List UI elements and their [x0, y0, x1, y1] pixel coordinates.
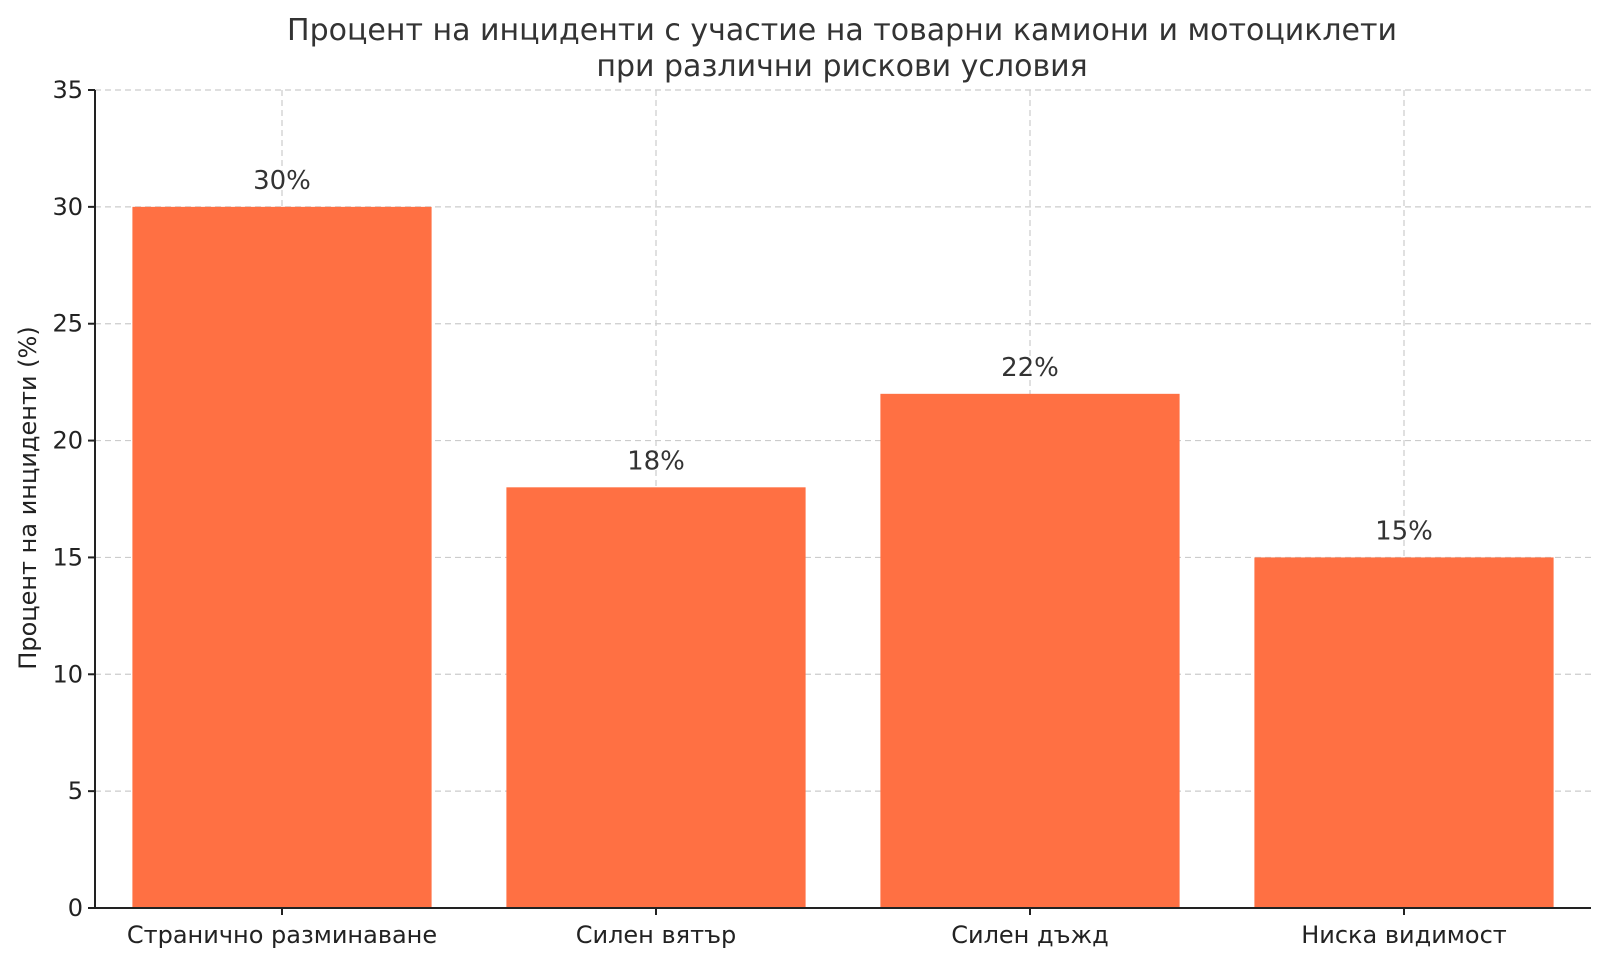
y-tick-label: 30: [52, 193, 83, 221]
chart-title-line-2: при различни рискови условия: [596, 49, 1087, 84]
bar: [132, 206, 432, 908]
tick-layer: 0 5 10 15 20 25 30 35 Странично разминаване Силен…: [52, 76, 1506, 949]
y-tick-label: 35: [52, 76, 83, 104]
y-axis-label: Процент на инциденти (%): [14, 326, 42, 669]
bar-data-label: 15%: [1375, 516, 1433, 546]
chart-title: Процент на инциденти с участие на товарн…: [287, 13, 1397, 84]
y-tick-label: 25: [52, 310, 83, 338]
y-tick-label: 5: [68, 777, 83, 805]
y-tick-label: 0: [68, 894, 83, 922]
bar: [880, 393, 1180, 908]
bar-layer: [132, 206, 1554, 908]
y-tick-label: 10: [52, 660, 83, 688]
x-tick-label: Силен дъжд: [951, 921, 1109, 949]
bar: [506, 487, 806, 908]
bar-data-label: 30%: [253, 166, 311, 196]
y-tick-label: 15: [52, 543, 83, 571]
axis-layer: [94, 90, 1591, 909]
x-tick-label: Силен вятър: [576, 921, 737, 949]
label-layer: 30% 18% 22% 15%: [253, 166, 1433, 547]
chart-title-line-1: Процент на инциденти с участие на товарн…: [287, 13, 1397, 48]
bar-data-label: 22%: [1001, 353, 1059, 383]
bar: [1254, 557, 1554, 908]
y-tick-label: 20: [52, 427, 83, 455]
x-tick-label: Ниска видимост: [1301, 921, 1507, 949]
x-tick-label: Странично разминаване: [127, 921, 437, 949]
bar-data-label: 18%: [627, 446, 685, 476]
